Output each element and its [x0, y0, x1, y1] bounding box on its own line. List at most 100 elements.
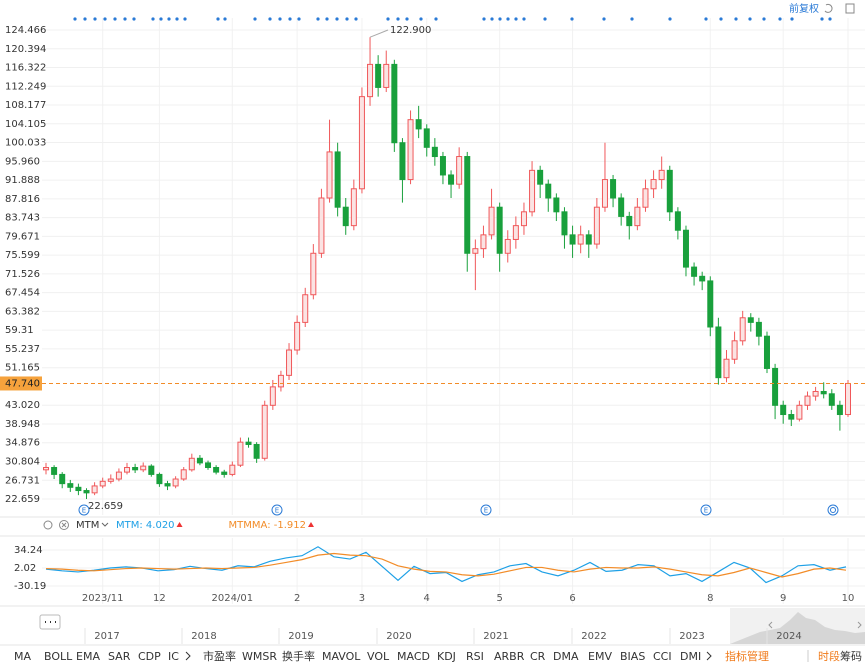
event-dot[interactable] — [543, 17, 547, 21]
event-dot[interactable] — [419, 17, 423, 21]
tab-scroll-icons[interactable] — [185, 651, 712, 661]
low-annotation: 22.659 — [88, 501, 123, 512]
indicator-tab[interactable]: EMV — [588, 650, 612, 663]
event-dot[interactable] — [498, 17, 502, 21]
event-dot[interactable] — [490, 17, 494, 21]
candle-body — [448, 174, 455, 185]
indicator-tab[interactable]: MAVOL — [322, 650, 361, 663]
event-marker[interactable] — [78, 504, 90, 516]
indicator-tab[interactable]: DMI — [680, 650, 701, 663]
event-dot[interactable] — [704, 17, 708, 21]
event-dot[interactable] — [183, 17, 187, 21]
event-dot[interactable] — [762, 17, 766, 21]
undo-icon[interactable] — [824, 3, 833, 13]
indicator-tab[interactable]: 换手率 — [282, 649, 315, 663]
event-dot[interactable] — [778, 17, 782, 21]
candle-body — [140, 465, 147, 471]
event-dot[interactable] — [297, 17, 301, 21]
indicator-tab[interactable]: CDP — [138, 650, 161, 663]
indicator-tab[interactable]: CCI — [653, 650, 672, 663]
event-dot[interactable] — [167, 17, 171, 21]
indicator-tab[interactable]: CR — [530, 650, 546, 663]
event-marker[interactable] — [480, 504, 492, 516]
event-dot[interactable] — [278, 17, 282, 21]
indicator-tab[interactable]: KDJ — [437, 650, 456, 663]
event-dot[interactable] — [386, 17, 390, 21]
event-dot[interactable] — [132, 17, 136, 21]
y-tick-label: 91.888 — [5, 175, 40, 186]
right-tab[interactable]: 筹码 — [840, 649, 862, 663]
event-dot[interactable] — [790, 17, 794, 21]
last-price-label: 47.740 — [5, 378, 40, 389]
event-dot[interactable] — [123, 17, 127, 21]
event-dot[interactable] — [103, 17, 107, 21]
indicator-tab[interactable]: BIAS — [620, 650, 645, 663]
candle-body — [731, 340, 738, 360]
event-marker[interactable] — [700, 504, 712, 516]
indicator-tab[interactable]: EMA — [76, 650, 100, 663]
dropdown-icon[interactable] — [101, 522, 109, 527]
event-dot[interactable] — [73, 17, 77, 21]
navigator-handles[interactable] — [768, 621, 862, 629]
indicator-tab[interactable]: 市盈率 — [203, 649, 236, 663]
event-dot[interactable] — [159, 17, 163, 21]
indicator-tab[interactable]: BOLL — [44, 650, 73, 663]
event-dot[interactable] — [223, 17, 227, 21]
indicator-tab[interactable]: DMA — [553, 650, 579, 663]
event-dot[interactable] — [216, 17, 220, 21]
candle-body — [796, 404, 803, 420]
indicator-tab[interactable]: MA — [14, 650, 31, 663]
event-marker[interactable] — [271, 504, 283, 516]
event-dot[interactable] — [514, 17, 518, 21]
event-dot[interactable] — [335, 17, 339, 21]
event-dot[interactable] — [405, 17, 409, 21]
indicator-tab[interactable]: SAR — [108, 650, 131, 663]
settings-icon[interactable] — [43, 520, 53, 530]
indicator-tab[interactable]: RSI — [466, 650, 484, 663]
candle-body — [431, 146, 438, 158]
candle-body — [51, 467, 58, 475]
event-dot[interactable] — [820, 17, 824, 21]
event-dot[interactable] — [668, 17, 672, 21]
event-dot[interactable] — [316, 17, 320, 21]
event-dot[interactable] — [734, 17, 738, 21]
event-dot[interactable] — [151, 17, 155, 21]
event-dot[interactable] — [253, 17, 257, 21]
candle-body — [277, 374, 284, 388]
event-dot[interactable] — [828, 17, 832, 21]
event-dot[interactable] — [288, 17, 292, 21]
event-dot[interactable] — [268, 17, 272, 21]
event-dot[interactable] — [602, 17, 606, 21]
event-dot[interactable] — [434, 17, 438, 21]
event-dot[interactable] — [354, 17, 358, 21]
right-tab[interactable]: 时段 — [818, 649, 840, 663]
indicator-name[interactable]: MTM — [76, 520, 99, 531]
event-dot[interactable] — [522, 17, 526, 21]
window-icon[interactable] — [845, 3, 855, 14]
event-dot[interactable] — [113, 17, 117, 21]
candle-body — [245, 441, 252, 445]
manage-tab[interactable]: 指标管理 — [725, 649, 769, 663]
event-dot[interactable] — [506, 17, 510, 21]
indicator-tab[interactable]: WMSR — [242, 650, 277, 663]
indicator-tab[interactable]: ARBR — [494, 650, 525, 663]
close-icon[interactable] — [59, 520, 69, 530]
indicator-tab[interactable]: VOL — [367, 650, 390, 663]
indicator-tab[interactable]: MACD — [397, 650, 430, 663]
event-dot[interactable] — [482, 17, 486, 21]
candle-body — [755, 321, 762, 337]
event-dot[interactable] — [570, 17, 574, 21]
event-dot[interactable] — [630, 17, 634, 21]
mtm-line — [45, 552, 847, 578]
price-mode[interactable]: 前复权 — [789, 2, 819, 15]
event-dot[interactable] — [83, 17, 87, 21]
event-dot[interactable] — [325, 17, 329, 21]
event-marker[interactable] — [827, 504, 839, 516]
event-dot[interactable] — [93, 17, 97, 21]
event-dot[interactable] — [719, 17, 723, 21]
event-dot[interactable] — [175, 17, 179, 21]
event-dot[interactable] — [345, 17, 349, 21]
event-dot[interactable] — [396, 17, 400, 21]
event-dot[interactable] — [748, 17, 752, 21]
indicator-tab[interactable]: IC — [168, 650, 179, 663]
